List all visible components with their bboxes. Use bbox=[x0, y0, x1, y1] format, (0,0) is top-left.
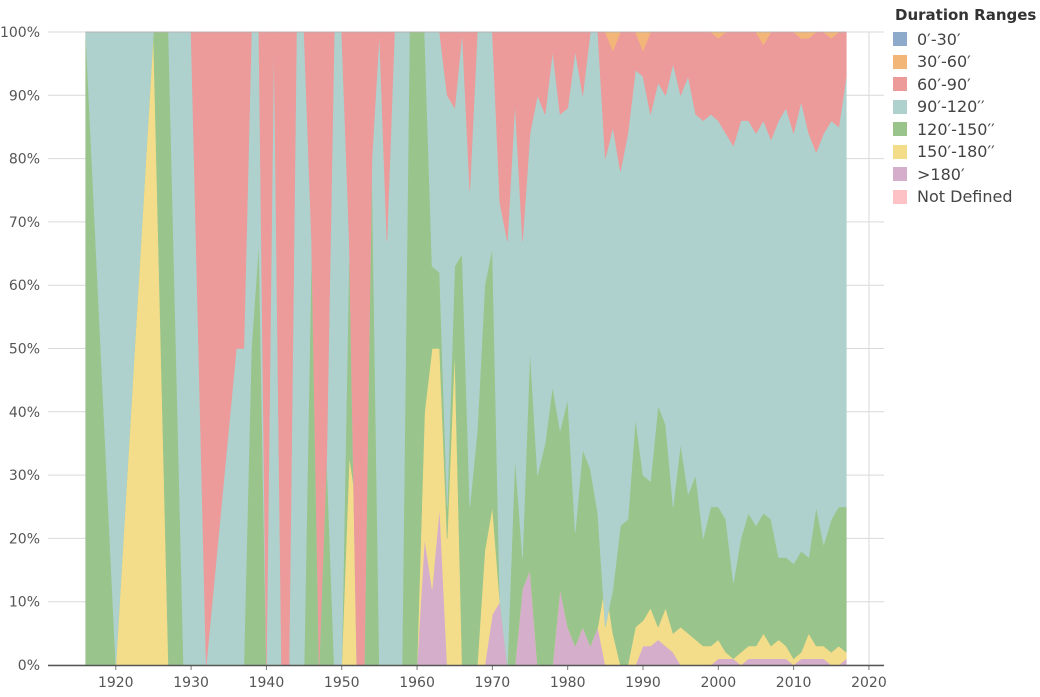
legend-title: Duration Ranges bbox=[895, 6, 1037, 24]
legend-label: 60′-90′ bbox=[917, 74, 971, 94]
y-tick-label: 30% bbox=[9, 468, 40, 484]
x-tick-label: 1970 bbox=[475, 675, 511, 691]
x-tick-label: 1930 bbox=[173, 675, 209, 691]
x-tick-label: 1990 bbox=[625, 675, 661, 691]
legend-label: 90′-120′′ bbox=[917, 97, 985, 117]
y-tick-label: 80% bbox=[9, 152, 40, 168]
legend-swatch bbox=[893, 189, 907, 204]
x-tick-label: 1940 bbox=[249, 675, 285, 691]
legend-item[interactable]: >180′ bbox=[893, 163, 1038, 186]
legend-item[interactable]: 30′-60′ bbox=[893, 51, 1038, 74]
legend-item[interactable]: 60′-90′ bbox=[893, 73, 1038, 96]
legend-swatch bbox=[893, 54, 907, 69]
legend-swatch bbox=[893, 32, 907, 47]
y-tick-label: 0% bbox=[18, 658, 40, 674]
legend-swatch bbox=[893, 144, 907, 159]
x-tick-label: 2020 bbox=[851, 675, 887, 691]
y-tick-label: 20% bbox=[9, 531, 40, 547]
legend-item[interactable]: 150′-180′′ bbox=[893, 141, 1038, 164]
x-tick-label: 1920 bbox=[98, 675, 134, 691]
legend-label: 120′-150′′ bbox=[917, 119, 995, 139]
legend-label: 30′-60′ bbox=[917, 52, 971, 72]
legend-item[interactable]: 90′-120′′ bbox=[893, 96, 1038, 119]
legend-label: 0′-30′ bbox=[917, 29, 961, 49]
x-tick-label: 1950 bbox=[324, 675, 360, 691]
y-tick-label: 90% bbox=[9, 88, 40, 104]
legend-label: Not Defined bbox=[917, 187, 1013, 207]
y-tick-label: 50% bbox=[9, 342, 40, 358]
stacked-areas bbox=[85, 31, 847, 666]
legend-item[interactable]: 0′-30′ bbox=[893, 28, 1038, 51]
legend-item[interactable]: 120′-150′′ bbox=[893, 118, 1038, 141]
x-tick-label: 2000 bbox=[700, 675, 736, 691]
legend-label: >180′ bbox=[917, 164, 965, 184]
axes: 0% 10% 20% 30% 40% 50% 60% 70% 80% 90% 100% 1920 193… bbox=[0, 25, 887, 691]
x-tick-label: 1960 bbox=[399, 675, 435, 691]
legend-item[interactable]: Not Defined bbox=[893, 186, 1038, 209]
y-tick-label: 60% bbox=[9, 278, 40, 294]
y-tick-label: 10% bbox=[9, 595, 40, 611]
y-tick-label: 70% bbox=[9, 215, 40, 231]
y-tick-label: 40% bbox=[9, 405, 40, 421]
legend-swatch bbox=[893, 99, 907, 114]
legend-swatch bbox=[893, 167, 907, 182]
legend: Duration Ranges 0′-30′ 30′-60′ 60′-90′ 90′-… bbox=[893, 6, 1038, 208]
legend-swatch bbox=[893, 77, 907, 92]
y-tick-label: 100% bbox=[0, 25, 40, 41]
x-tick-label: 1980 bbox=[550, 675, 586, 691]
x-tick-label: 2010 bbox=[776, 675, 812, 691]
legend-swatch bbox=[893, 122, 907, 137]
legend-label: 150′-180′′ bbox=[917, 142, 995, 162]
